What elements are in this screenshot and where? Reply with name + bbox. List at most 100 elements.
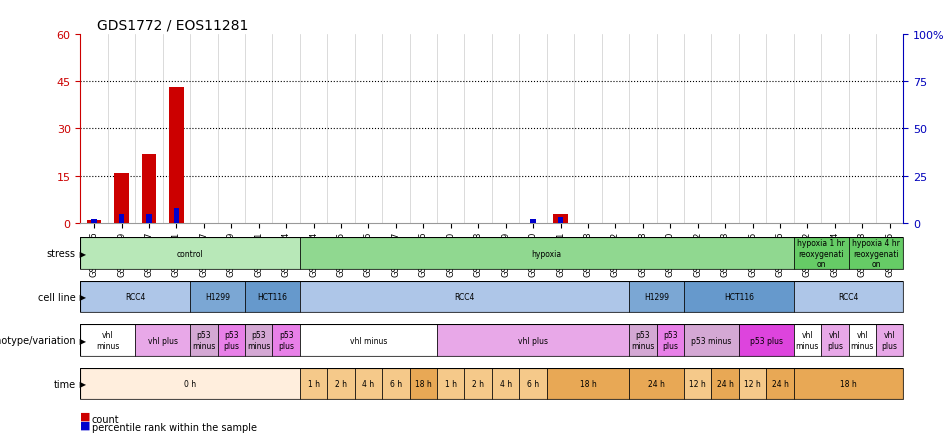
Text: 2 h: 2 h bbox=[335, 379, 347, 388]
Text: vhl
plus: vhl plus bbox=[827, 331, 843, 350]
FancyBboxPatch shape bbox=[80, 281, 190, 312]
FancyBboxPatch shape bbox=[492, 368, 519, 399]
Text: percentile rank within the sample: percentile rank within the sample bbox=[92, 423, 256, 432]
Text: cell line: cell line bbox=[38, 292, 76, 302]
Text: H1299: H1299 bbox=[205, 293, 230, 301]
FancyBboxPatch shape bbox=[739, 368, 766, 399]
FancyBboxPatch shape bbox=[382, 368, 410, 399]
FancyBboxPatch shape bbox=[300, 238, 794, 269]
FancyBboxPatch shape bbox=[794, 238, 849, 269]
Text: RCC4: RCC4 bbox=[838, 293, 859, 301]
FancyBboxPatch shape bbox=[190, 281, 245, 312]
Text: hypoxia 4 hr
reoxygenati
on: hypoxia 4 hr reoxygenati on bbox=[852, 239, 900, 268]
FancyBboxPatch shape bbox=[190, 325, 218, 356]
Text: time: time bbox=[54, 379, 76, 388]
Text: p53
plus: p53 plus bbox=[278, 331, 294, 350]
FancyBboxPatch shape bbox=[629, 368, 684, 399]
Text: vhl
minus: vhl minus bbox=[96, 331, 119, 350]
Text: 12 h: 12 h bbox=[745, 379, 761, 388]
FancyBboxPatch shape bbox=[849, 325, 876, 356]
Text: p53
minus: p53 minus bbox=[192, 331, 216, 350]
Text: RCC4: RCC4 bbox=[454, 293, 475, 301]
Bar bbox=[530, 220, 536, 224]
FancyBboxPatch shape bbox=[849, 238, 903, 269]
Text: 4 h: 4 h bbox=[362, 379, 375, 388]
Text: count: count bbox=[92, 414, 119, 424]
FancyBboxPatch shape bbox=[80, 325, 135, 356]
FancyBboxPatch shape bbox=[766, 368, 794, 399]
Bar bbox=[91, 220, 97, 224]
Text: 1 h: 1 h bbox=[445, 379, 457, 388]
FancyBboxPatch shape bbox=[794, 368, 903, 399]
Text: 6 h: 6 h bbox=[527, 379, 539, 388]
FancyBboxPatch shape bbox=[218, 325, 245, 356]
Text: p53 minus: p53 minus bbox=[692, 336, 731, 345]
FancyBboxPatch shape bbox=[245, 325, 272, 356]
Bar bbox=[118, 214, 125, 224]
Text: GDS1772 / EOS11281: GDS1772 / EOS11281 bbox=[96, 18, 248, 32]
Text: 0 h: 0 h bbox=[184, 379, 196, 388]
Bar bbox=[114, 173, 129, 224]
Text: vhl
plus: vhl plus bbox=[882, 331, 898, 350]
FancyBboxPatch shape bbox=[629, 325, 657, 356]
FancyBboxPatch shape bbox=[464, 368, 492, 399]
Text: p53
plus: p53 plus bbox=[662, 331, 678, 350]
FancyBboxPatch shape bbox=[794, 325, 821, 356]
FancyBboxPatch shape bbox=[629, 281, 684, 312]
FancyBboxPatch shape bbox=[684, 281, 794, 312]
Text: H1299: H1299 bbox=[644, 293, 669, 301]
Text: hypoxia 1 hr
reoxygenati
on: hypoxia 1 hr reoxygenati on bbox=[797, 239, 845, 268]
Text: HCT116: HCT116 bbox=[257, 293, 288, 301]
Text: p53
minus: p53 minus bbox=[247, 331, 271, 350]
FancyBboxPatch shape bbox=[300, 325, 437, 356]
Text: 24 h: 24 h bbox=[648, 379, 665, 388]
Text: 24 h: 24 h bbox=[717, 379, 733, 388]
FancyBboxPatch shape bbox=[684, 368, 711, 399]
Text: ■: ■ bbox=[80, 420, 91, 430]
FancyBboxPatch shape bbox=[300, 368, 327, 399]
FancyBboxPatch shape bbox=[437, 368, 464, 399]
FancyBboxPatch shape bbox=[80, 238, 300, 269]
Text: 1 h: 1 h bbox=[307, 379, 320, 388]
FancyBboxPatch shape bbox=[684, 325, 739, 356]
Text: vhl minus: vhl minus bbox=[350, 336, 387, 345]
Text: control: control bbox=[177, 249, 203, 258]
FancyBboxPatch shape bbox=[410, 368, 437, 399]
Text: genotype/variation: genotype/variation bbox=[0, 335, 76, 345]
FancyBboxPatch shape bbox=[739, 325, 794, 356]
Bar bbox=[173, 208, 180, 224]
FancyBboxPatch shape bbox=[821, 325, 849, 356]
Text: stress: stress bbox=[46, 249, 76, 258]
FancyBboxPatch shape bbox=[300, 281, 629, 312]
Text: hypoxia: hypoxia bbox=[532, 249, 562, 258]
Text: vhl
minus: vhl minus bbox=[850, 331, 874, 350]
FancyBboxPatch shape bbox=[794, 281, 903, 312]
Bar bbox=[146, 214, 152, 224]
FancyBboxPatch shape bbox=[327, 368, 355, 399]
FancyBboxPatch shape bbox=[355, 368, 382, 399]
Text: 6 h: 6 h bbox=[390, 379, 402, 388]
Text: 12 h: 12 h bbox=[690, 379, 706, 388]
Bar bbox=[557, 218, 564, 224]
Text: ▶: ▶ bbox=[77, 249, 86, 258]
Bar bbox=[169, 88, 184, 224]
FancyBboxPatch shape bbox=[80, 368, 300, 399]
Text: 18 h: 18 h bbox=[415, 379, 431, 388]
Text: vhl
minus: vhl minus bbox=[796, 331, 819, 350]
Text: 18 h: 18 h bbox=[840, 379, 857, 388]
Text: ▶: ▶ bbox=[77, 336, 86, 345]
Text: p53
plus: p53 plus bbox=[223, 331, 239, 350]
FancyBboxPatch shape bbox=[547, 368, 629, 399]
Text: ▶: ▶ bbox=[77, 379, 86, 388]
Text: RCC4: RCC4 bbox=[125, 293, 146, 301]
Text: p53
minus: p53 minus bbox=[631, 331, 655, 350]
Bar bbox=[87, 220, 101, 224]
FancyBboxPatch shape bbox=[657, 325, 684, 356]
Bar bbox=[553, 214, 568, 224]
Text: HCT116: HCT116 bbox=[724, 293, 754, 301]
FancyBboxPatch shape bbox=[437, 325, 629, 356]
Text: 24 h: 24 h bbox=[772, 379, 788, 388]
FancyBboxPatch shape bbox=[135, 325, 190, 356]
Bar bbox=[142, 154, 156, 224]
FancyBboxPatch shape bbox=[711, 368, 739, 399]
